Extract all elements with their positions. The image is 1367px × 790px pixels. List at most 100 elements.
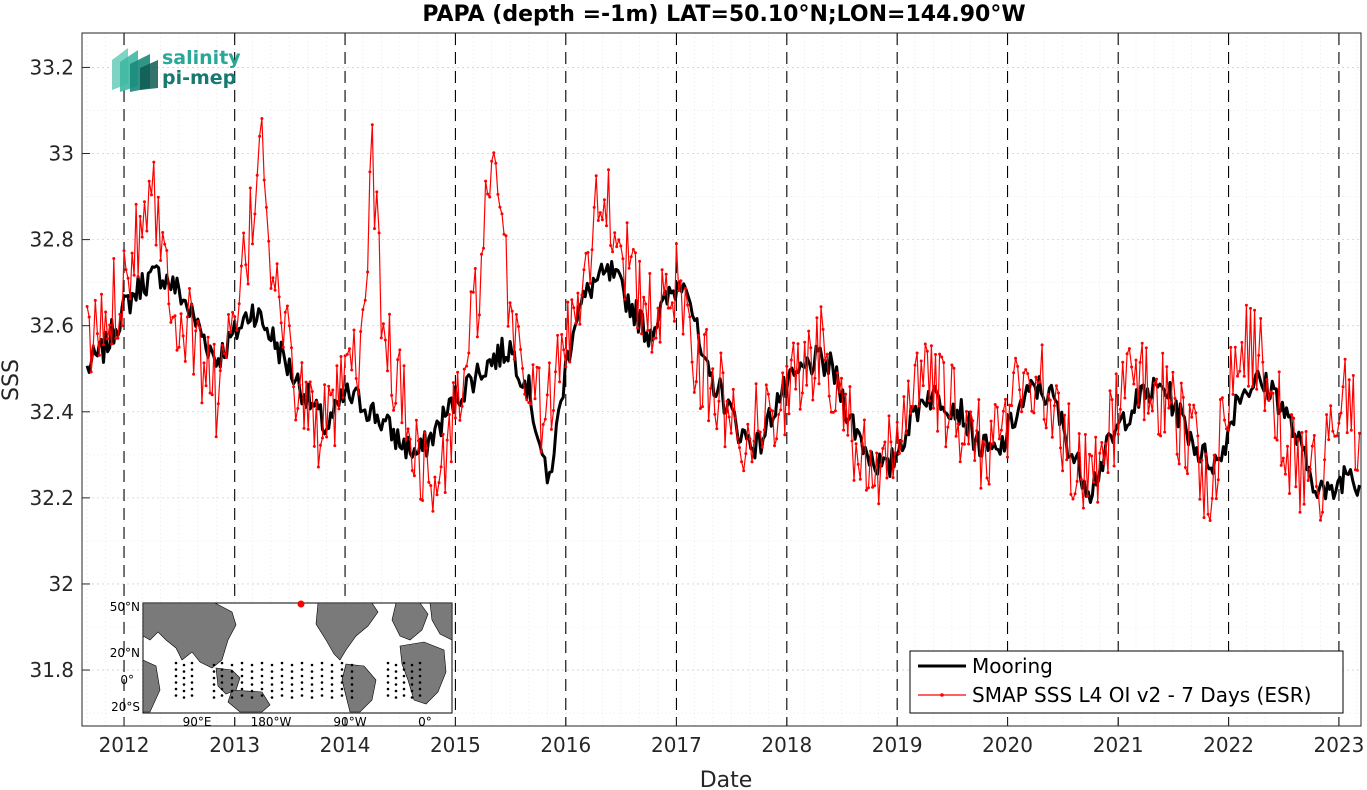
y-tick-label: 33.2 — [29, 55, 74, 79]
smap-point — [1312, 434, 1316, 437]
smap-point — [204, 384, 208, 388]
smap-point — [640, 332, 644, 336]
smap-point — [934, 353, 937, 356]
smap-point — [1079, 477, 1083, 481]
inset-mooring-dot — [330, 670, 334, 673]
inset-mooring-dot — [240, 687, 244, 691]
smap-point — [938, 352, 942, 356]
smap-point — [1288, 492, 1291, 495]
smap-point — [1310, 444, 1314, 448]
smap-point — [764, 383, 768, 387]
smap-point — [619, 244, 623, 248]
x-tick-label: 2015 — [430, 733, 481, 757]
smap-point — [713, 412, 717, 416]
smap-point — [281, 345, 285, 349]
smap-point — [1012, 371, 1016, 375]
smap-point — [800, 391, 804, 395]
smap-point — [1104, 442, 1108, 446]
smap-point — [1136, 403, 1140, 407]
inset-mooring-dot — [402, 694, 406, 697]
smap-point — [314, 400, 318, 404]
smap-point — [670, 301, 674, 305]
smap-point — [798, 407, 802, 411]
smap-point — [271, 276, 275, 280]
smap-point — [867, 486, 870, 490]
smap-point — [1050, 435, 1054, 439]
smap-point — [838, 390, 841, 394]
smap-point — [631, 248, 635, 251]
smap-point — [408, 437, 412, 441]
smap-point — [570, 298, 574, 302]
inset-lat-label-20n: 20°N — [110, 646, 140, 660]
smap-point — [658, 340, 662, 344]
inset-mooring-dot — [300, 694, 304, 697]
inset-mooring-dot — [386, 687, 390, 691]
smap-point — [460, 404, 464, 408]
smap-point — [605, 224, 608, 228]
smap-point — [327, 384, 331, 388]
x-tick-label: 2013 — [209, 733, 260, 757]
inset-mooring-dot — [340, 668, 344, 671]
smap-point — [975, 429, 979, 433]
inset-mooring-dot — [230, 683, 234, 686]
inset-mooring-dot — [270, 689, 274, 693]
logo: salinity pi-mep — [112, 47, 241, 92]
smap-point — [116, 336, 120, 340]
smap-point — [674, 242, 678, 246]
smap-point — [633, 251, 637, 255]
smap-point — [887, 414, 891, 418]
smap-point — [1148, 398, 1152, 402]
smap-point — [323, 383, 327, 387]
inset-mooring-dot — [340, 687, 344, 691]
smap-point — [879, 463, 883, 467]
inset-mooring-dot — [290, 670, 294, 673]
smap-point — [815, 316, 819, 320]
smap-point — [1290, 413, 1294, 417]
y-tick-label: 32 — [49, 572, 74, 596]
smap-point — [1014, 356, 1018, 360]
smap-point — [251, 242, 254, 246]
smap-point — [936, 429, 940, 433]
inset-mooring-dot — [260, 668, 264, 671]
smap-point — [1308, 467, 1312, 471]
smap-point — [1159, 434, 1163, 438]
inset-mooring-dot — [386, 674, 390, 678]
smap-point — [343, 354, 347, 358]
legend-swatch-smap-marker — [940, 693, 944, 697]
smap-point — [744, 452, 748, 456]
smap-point — [856, 462, 860, 466]
inset-mooring-dot — [220, 694, 224, 697]
inset-mooring-dot — [240, 681, 244, 684]
smap-point — [1102, 462, 1106, 465]
inset-mooring-dot — [410, 676, 414, 680]
smap-point — [237, 302, 241, 306]
smap-point — [971, 419, 975, 423]
smap-point — [1292, 416, 1296, 420]
smap-point — [475, 335, 479, 339]
smap-point — [1077, 432, 1081, 436]
smap-point — [1343, 357, 1347, 361]
smap-point — [1296, 437, 1300, 441]
smap-point — [860, 442, 864, 446]
inset-mooring-dot — [330, 676, 334, 680]
inset-mooring-dot — [240, 668, 244, 671]
smap-point — [202, 361, 206, 365]
inset-mooring-dot — [190, 681, 194, 684]
inset-mooring-dot — [394, 689, 398, 693]
inset-mooring-dot — [300, 681, 304, 684]
smap-point — [1069, 492, 1073, 496]
smap-point — [740, 460, 744, 464]
inset-mooring-dot — [290, 696, 294, 699]
logo-icon — [112, 48, 158, 92]
smap-point — [1090, 454, 1094, 458]
smap-point — [897, 451, 901, 455]
smap-point — [1304, 430, 1308, 433]
smap-point — [242, 231, 246, 235]
smap-point — [1083, 433, 1087, 436]
smap-point — [1052, 404, 1056, 408]
smap-point — [1323, 458, 1327, 462]
smap-point — [1283, 472, 1287, 476]
smap-point — [471, 290, 475, 294]
smap-point — [825, 352, 829, 356]
smap-point — [1227, 428, 1231, 432]
